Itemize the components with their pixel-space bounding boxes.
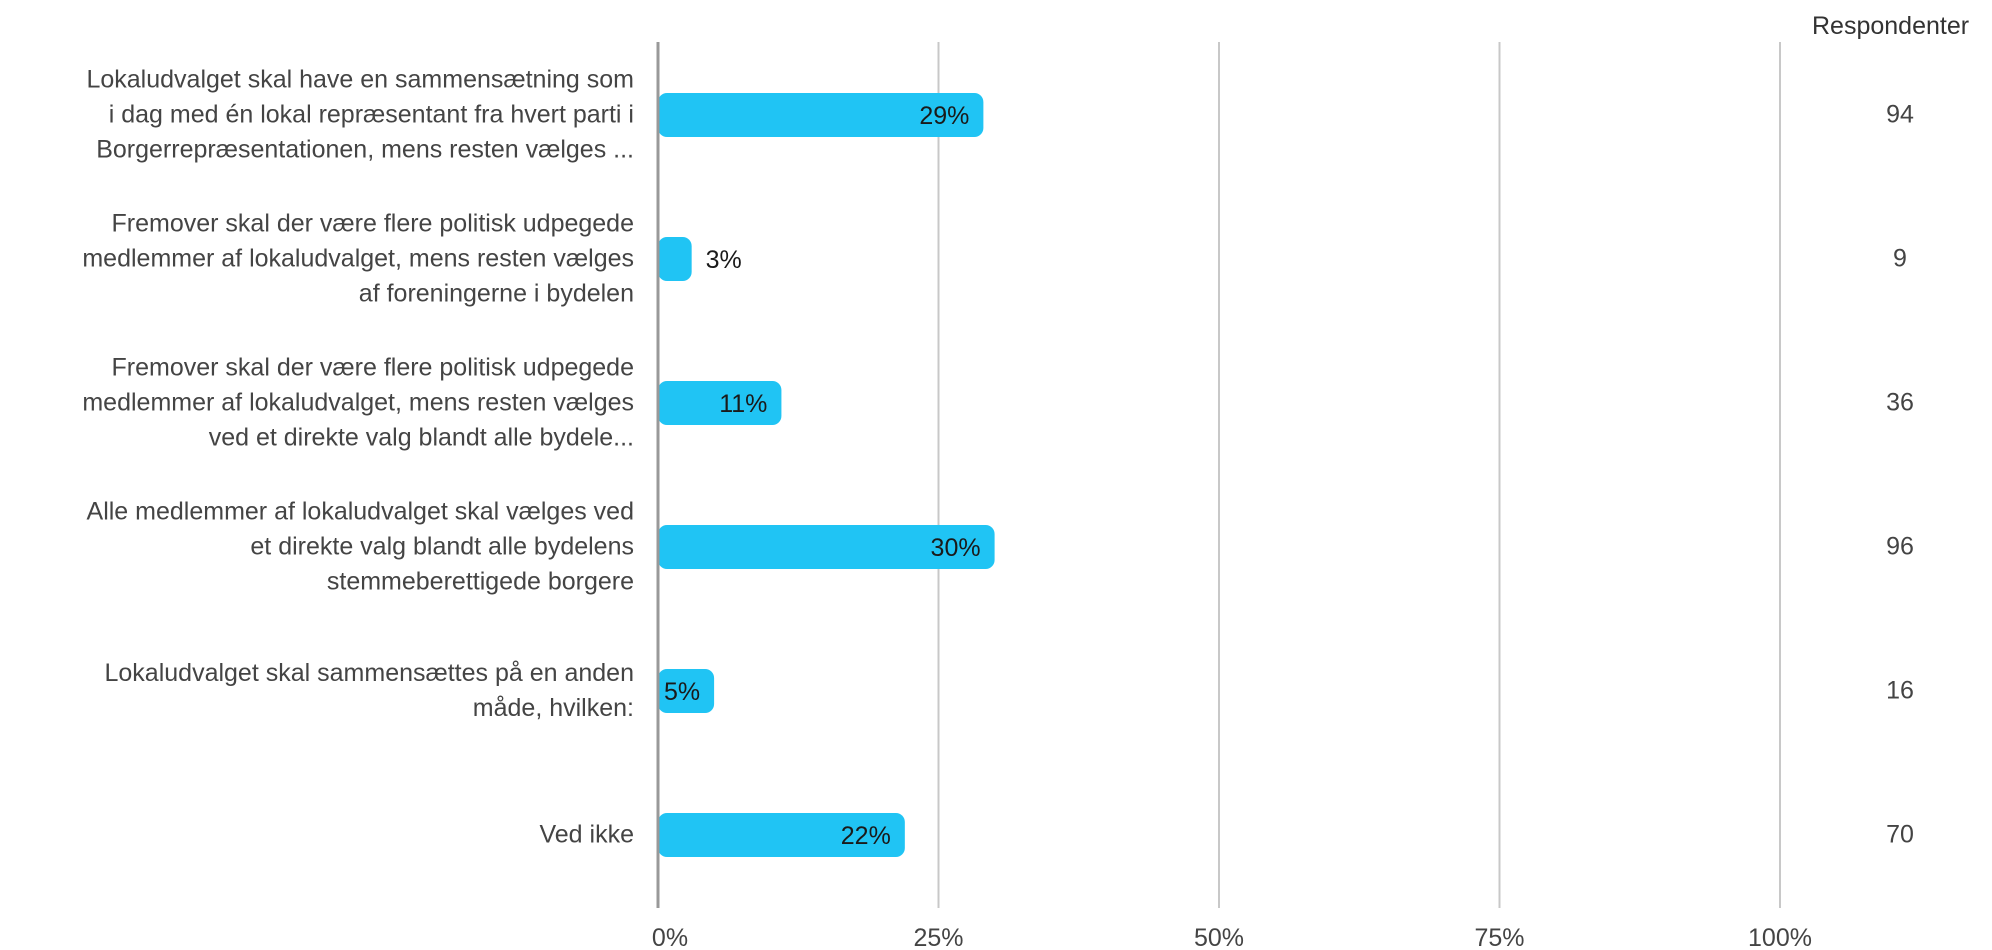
respondent-count: 9	[1893, 244, 1907, 273]
respondent-count: 94	[1886, 100, 1914, 129]
data-label: 3%	[706, 246, 742, 274]
category-label-line: Borgerrepræsentationen, mens resten vælg…	[96, 135, 634, 164]
respondent-count: 16	[1886, 676, 1914, 705]
category-label-line: Ved ikke	[539, 820, 634, 849]
bars	[658, 93, 995, 857]
category-label: Ved ikke	[14, 818, 634, 853]
x-tick-label: 75%	[1474, 924, 1524, 950]
x-tick-label: 50%	[1194, 924, 1244, 950]
x-tick-label: 25%	[913, 924, 963, 950]
category-label-line: medlemmer af lokaludvalget, mens resten …	[82, 244, 634, 273]
category-label-line: Fremover skal der være flere politisk ud…	[111, 353, 634, 382]
data-label: 5%	[664, 678, 700, 706]
category-label-line: Lokaludvalget skal sammensættes på en an…	[104, 659, 635, 687]
category-label-line: af foreningerne i bydelen	[358, 279, 634, 308]
bar	[658, 381, 782, 425]
category-label-line: Fremover skal der være flere politisk ud…	[111, 209, 634, 238]
respondent-count: 36	[1886, 388, 1914, 417]
gridlines	[937, 42, 1781, 908]
category-label-line: i dag med én lokal repræsentant fra hver…	[108, 100, 634, 129]
category-label: Fremover skal der være flere politisk ud…	[14, 207, 634, 312]
x-tick-labels: 0% 25% 50% 75% 100%	[652, 924, 1812, 950]
data-label: 22%	[841, 822, 891, 850]
bar	[658, 525, 995, 569]
category-label: Lokaludvalget skal have en sammensætning…	[14, 63, 634, 168]
respondents-header: Respondenter	[1812, 12, 1970, 40]
category-label-line: medlemmer af lokaludvalget, mens resten …	[82, 388, 634, 417]
bar	[658, 669, 715, 713]
category-label-line: stemmeberettigede borgere	[326, 567, 634, 596]
x-tick-label: 100%	[1748, 924, 1812, 950]
category-label-line: et direkte valg blandt alle bydelens	[250, 532, 634, 561]
data-label: 29%	[919, 102, 969, 130]
bar	[658, 813, 905, 857]
respondent-count: 96	[1886, 532, 1914, 561]
x-tick-label: 0%	[652, 924, 688, 950]
data-labels: 29% 3% 11% 30% 5% 22%	[664, 102, 981, 850]
category-label: Alle medlemmer af lokaludvalget skal væl…	[14, 495, 634, 600]
category-label-line: Alle medlemmer af lokaludvalget skal væl…	[86, 497, 634, 526]
category-label-line: Lokaludvalget skal have en sammensætning…	[86, 65, 634, 94]
bar	[658, 93, 984, 137]
data-label: 11%	[719, 390, 767, 418]
bar	[658, 237, 692, 281]
category-label-line: ved et direkte valg blandt alle bydele..…	[208, 423, 634, 452]
category-label: Fremover skal der være flere politisk ud…	[14, 351, 634, 456]
data-label: 30%	[931, 534, 981, 562]
category-label: Lokaludvalget skal sammensættes på en an…	[14, 656, 635, 726]
respondent-count: 70	[1886, 820, 1914, 849]
category-label-line: måde, hvilken:	[472, 694, 634, 722]
